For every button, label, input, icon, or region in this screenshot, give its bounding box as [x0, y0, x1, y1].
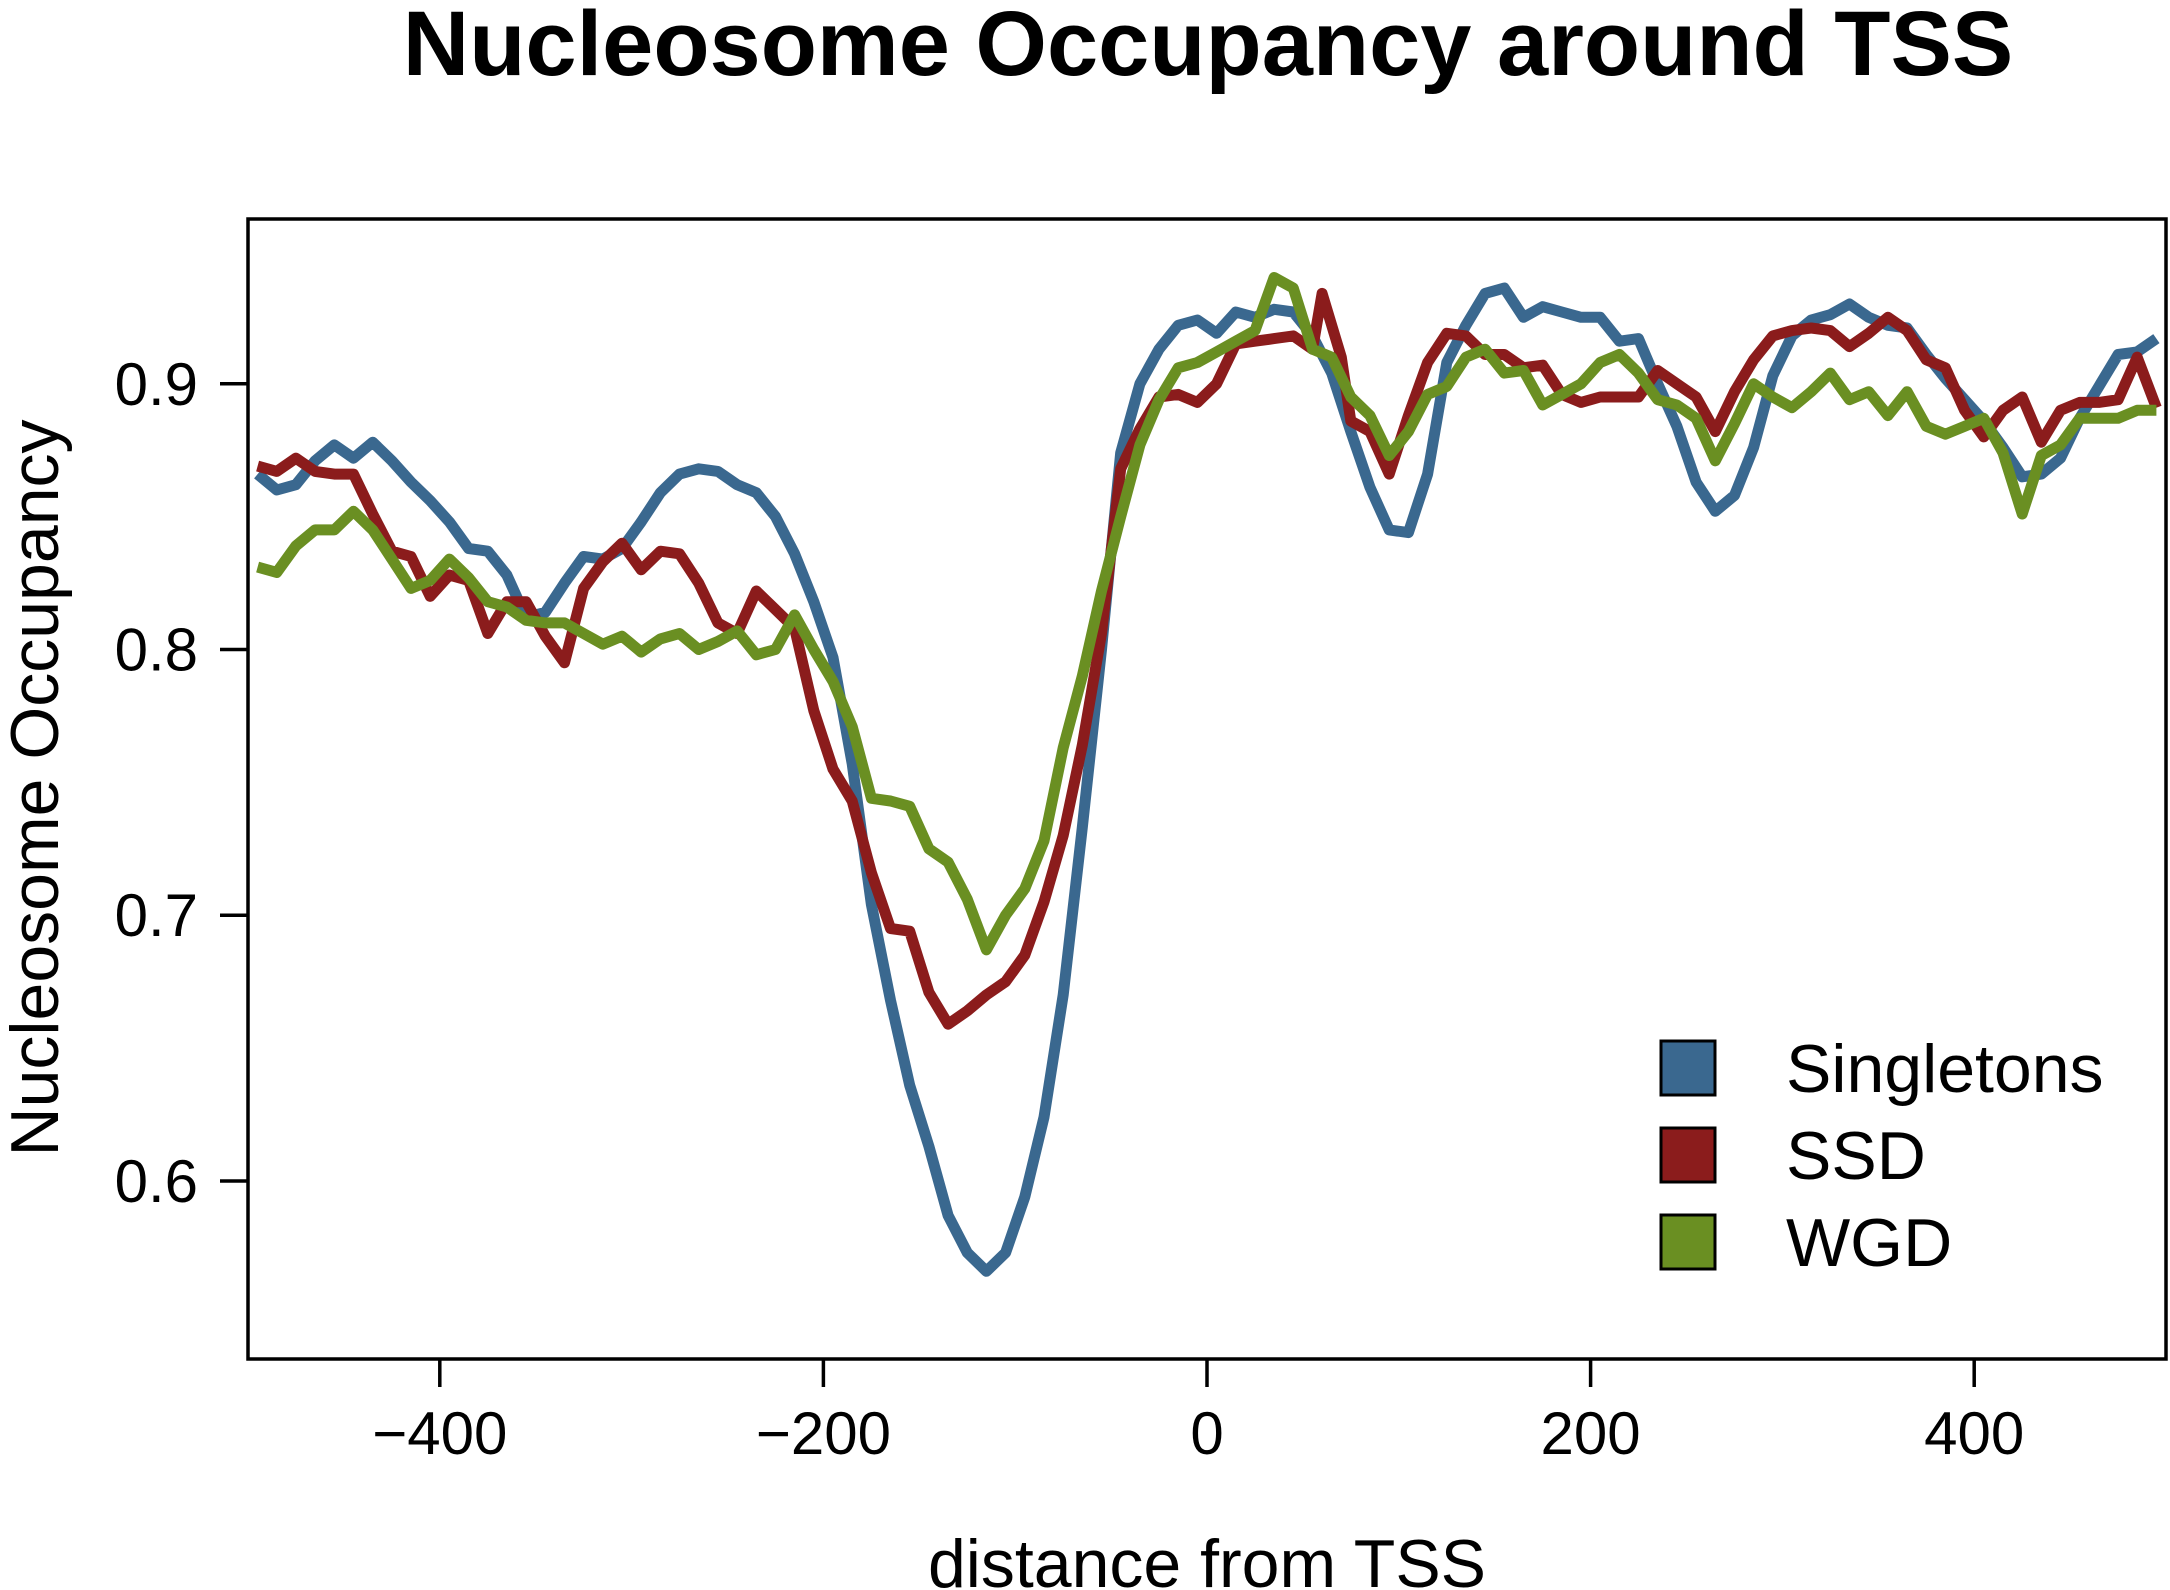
legend-swatch-wgd	[1659, 1213, 1717, 1271]
legend-label-singletons: Singletons	[1786, 1031, 2104, 1107]
y-tick-label: 0.6	[115, 1148, 198, 1215]
x-tick-label: 0	[1190, 1400, 1223, 1467]
x-tick-label: −400	[372, 1400, 507, 1467]
y-tick-label: 0.9	[115, 351, 198, 418]
y-tick-label: 0.8	[115, 616, 198, 683]
chart-title: Nucleosome Occupancy around TSS	[403, 0, 2013, 95]
legend: Singletons SSD WGD	[1659, 1031, 2104, 1281]
y-tick-label: 0.7	[115, 882, 198, 949]
series-line-singletons	[254, 282, 2160, 1277]
series-line-ssd	[256, 287, 2162, 1030]
legend-swatch-singletons	[1659, 1039, 1717, 1097]
x-tick-label: −200	[756, 1400, 891, 1467]
legend-label-wgd: WGD	[1786, 1205, 1952, 1281]
series-line-wgd	[256, 272, 2157, 956]
x-axis-title: distance from TSS	[928, 1526, 1486, 1590]
series-layer	[254, 272, 2162, 1277]
x-tick-label: 200	[1541, 1400, 1641, 1467]
y-axis: 0.6 0.7 0.8 0.9	[115, 351, 248, 1215]
x-tick-label: 400	[1924, 1400, 2024, 1467]
x-axis: −400 −200 0 200 400	[372, 1359, 2024, 1467]
legend-label-ssd: SSD	[1786, 1118, 1926, 1194]
legend-swatch-ssd	[1659, 1126, 1717, 1184]
y-axis-title: Nucleosome Occupancy	[0, 419, 73, 1156]
